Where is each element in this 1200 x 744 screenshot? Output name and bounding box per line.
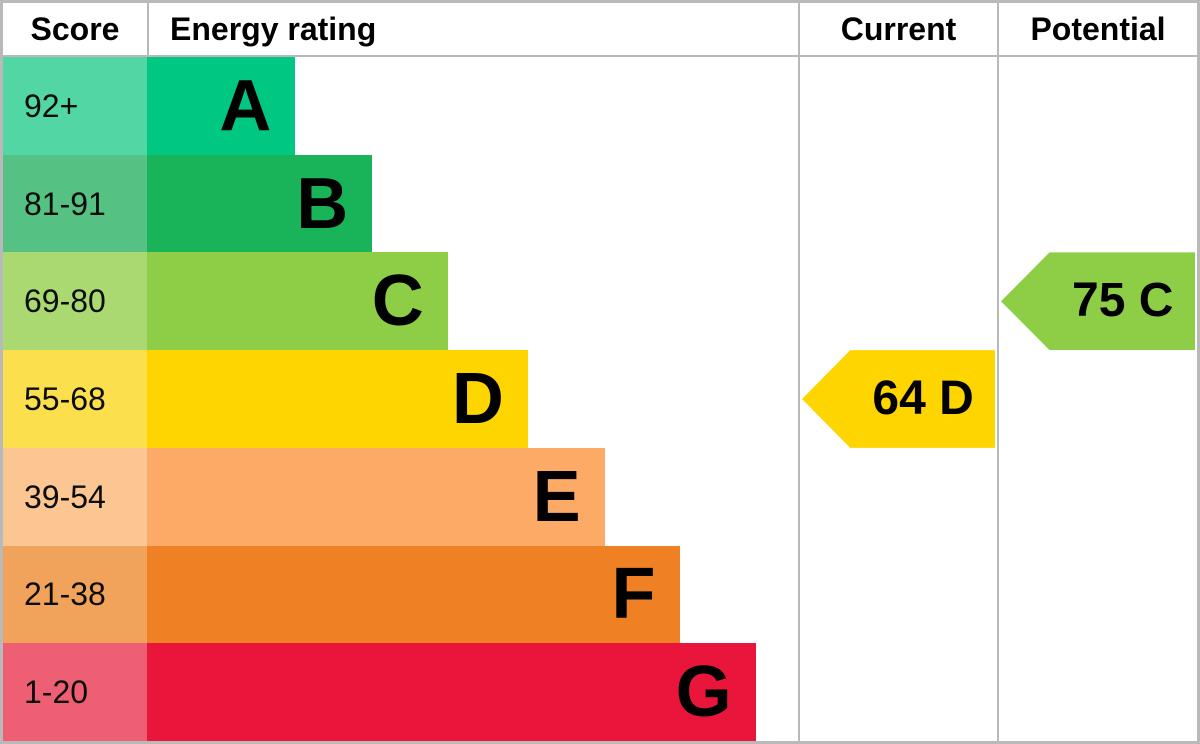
band-bar-g: G bbox=[147, 643, 756, 741]
potential-column-header: Potential bbox=[997, 3, 1197, 57]
current-cell-row-a bbox=[798, 57, 997, 155]
potential-cell-row-a bbox=[997, 57, 1197, 155]
band-letter-b: B bbox=[296, 163, 349, 244]
band-bar-a: A bbox=[147, 57, 296, 155]
energy-band-cell-a: A bbox=[147, 57, 798, 155]
score-range-label-f: 21-38 bbox=[24, 576, 106, 613]
current-column-header: Current bbox=[798, 3, 997, 57]
band-letter-a: A bbox=[219, 65, 272, 146]
score-cell-b: 81-91 bbox=[3, 154, 147, 253]
energy-band-cell-d: D bbox=[147, 350, 798, 448]
band-bar-f: F bbox=[147, 545, 680, 644]
score-range-label-e: 39-54 bbox=[24, 478, 106, 515]
energy-band-cell-e: E bbox=[147, 447, 798, 546]
score-range-label-d: 55-68 bbox=[24, 380, 106, 417]
energy-band-cell-b: B bbox=[147, 154, 798, 253]
band-bar-d: D bbox=[147, 350, 528, 448]
current-cell-row-b bbox=[798, 154, 997, 253]
potential-cell-row-b bbox=[997, 154, 1197, 253]
band-bar-e: E bbox=[147, 447, 605, 546]
band-letter-e: E bbox=[532, 456, 581, 537]
current-cell-row-c bbox=[798, 252, 997, 351]
energy-band-cell-g: G bbox=[147, 643, 798, 741]
energy-band-cell-f: F bbox=[147, 545, 798, 644]
score-range-label-b: 81-91 bbox=[24, 185, 106, 222]
rating-grid: Score Energy rating Current Potential 92… bbox=[3, 3, 1197, 741]
current-cell-row-g bbox=[798, 643, 997, 741]
current-cell-row-e bbox=[798, 447, 997, 546]
potential-rating-arrow: 75 C bbox=[1001, 252, 1195, 351]
current-cell-row-f bbox=[798, 545, 997, 644]
band-letter-g: G bbox=[675, 652, 732, 733]
potential-cell-row-f bbox=[997, 545, 1197, 644]
score-cell-a: 92+ bbox=[3, 57, 147, 155]
score-cell-c: 69-80 bbox=[3, 252, 147, 351]
potential-cell-row-c: 75 C bbox=[997, 252, 1197, 351]
band-bar-c: C bbox=[147, 252, 448, 351]
band-letter-c: C bbox=[371, 261, 424, 342]
potential-cell-row-e bbox=[997, 447, 1197, 546]
band-bar-b: B bbox=[147, 154, 373, 253]
potential-cell-row-g bbox=[997, 643, 1197, 741]
band-letter-d: D bbox=[451, 358, 504, 439]
score-cell-f: 21-38 bbox=[3, 545, 147, 644]
score-cell-e: 39-54 bbox=[3, 447, 147, 546]
energy-rating-column-header: Energy rating bbox=[147, 3, 798, 57]
score-range-label-g: 1-20 bbox=[24, 674, 89, 711]
score-column-header: Score bbox=[3, 3, 147, 57]
energy-band-cell-c: C bbox=[147, 252, 798, 351]
current-rating-arrow: 64 D bbox=[802, 350, 995, 448]
current-rating-label: 64 D bbox=[872, 371, 974, 425]
potential-rating-label: 75 C bbox=[1072, 274, 1174, 328]
score-range-label-a: 92+ bbox=[24, 87, 79, 124]
band-letter-f: F bbox=[611, 554, 656, 635]
potential-cell-row-d bbox=[997, 350, 1197, 448]
current-cell-row-d: 64 D bbox=[798, 350, 997, 448]
score-range-label-c: 69-80 bbox=[24, 283, 106, 320]
score-cell-d: 55-68 bbox=[3, 350, 147, 448]
score-cell-g: 1-20 bbox=[3, 643, 147, 741]
